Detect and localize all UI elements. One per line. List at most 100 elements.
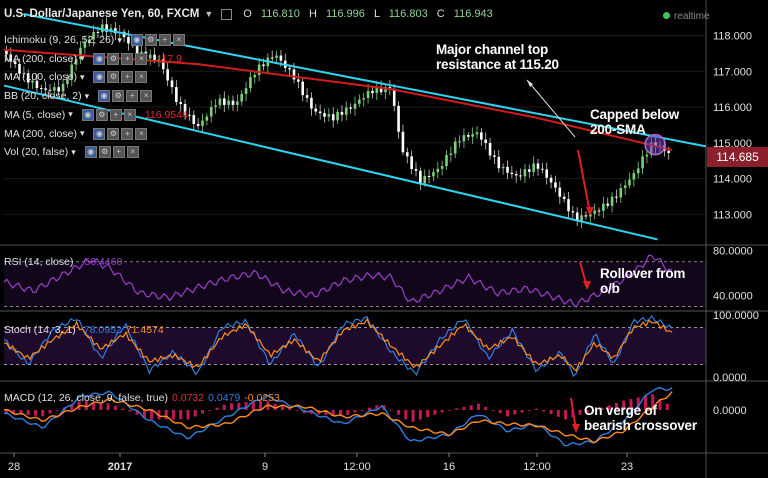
settings-icon[interactable]: ⚙	[144, 34, 157, 46]
candle-body	[39, 88, 43, 90]
macd-tick-label: 0.0000	[713, 405, 747, 417]
add-icon[interactable]: +	[121, 52, 134, 65]
add-icon[interactable]: +	[158, 34, 171, 46]
price-down-arrow-shaft	[577, 149, 591, 214]
candle-body	[432, 172, 435, 177]
macd-histogram-bar	[244, 402, 248, 410]
macd-histogram-bar	[447, 410, 451, 411]
close-icon[interactable]: ×	[140, 90, 153, 103]
indicator-row[interactable]: MA (200, close) ▾ ◉ ⚙ + ×	[4, 127, 148, 140]
macd-histogram-bar	[33, 410, 37, 416]
candle-body	[297, 79, 300, 82]
candle-body	[427, 175, 431, 177]
candle-body	[305, 95, 309, 98]
macd-histogram-bar	[564, 410, 568, 420]
add-icon[interactable]: +	[121, 71, 134, 84]
indicator-row[interactable]: BB (20, close, 2) ▾ ◉ ⚙ + ×	[4, 90, 153, 103]
macd-label[interactable]: MACD (12, 26, close, 9, false, true) 0.07…	[4, 392, 280, 404]
chevron-down-icon[interactable]: ▾	[117, 34, 122, 45]
candle-body	[262, 64, 265, 67]
close-icon[interactable]: ×	[135, 52, 148, 65]
indicator-row[interactable]: MA (200, close) ▾ ◉ ⚙ + × 117.9	[4, 52, 182, 65]
add-icon[interactable]: +	[121, 127, 134, 140]
settings-icon[interactable]: ⚙	[98, 146, 111, 159]
candle-body	[22, 73, 26, 75]
chevron-down-icon[interactable]: ▾	[68, 109, 73, 120]
candle-body	[66, 79, 69, 84]
indicator-row[interactable]: MA (5, close) ▾ ◉ ⚙ + × 116.9544	[4, 108, 188, 121]
open-value: 116.810	[260, 8, 300, 20]
macd-histogram-bar	[556, 410, 560, 417]
candle-body	[109, 28, 113, 32]
settings-icon[interactable]: ⚙	[107, 71, 120, 84]
close-icon[interactable]: ×	[135, 127, 148, 140]
indicator-tools: ◉ ⚙ + ×	[84, 146, 139, 159]
candle-body	[105, 24, 108, 32]
close-icon[interactable]: ×	[172, 34, 185, 46]
candle-body	[205, 116, 209, 121]
macd-histogram-bar	[128, 410, 132, 412]
chevron-down-icon[interactable]: ▾	[79, 128, 85, 138]
indicator-row[interactable]: Vol (20, false) ▾ ◉ ⚙ + ×	[4, 146, 139, 159]
stoch-label[interactable]: Stoch (14, 3, 1) 78.0952 71.4574	[4, 324, 164, 336]
settings-icon[interactable]: ⚙	[95, 108, 108, 121]
macd-histogram-bar	[462, 406, 466, 410]
macd-histogram-bar	[658, 398, 662, 410]
eye-icon[interactable]: ◉	[93, 52, 106, 65]
candle-body	[5, 49, 8, 55]
candle-body	[645, 154, 649, 157]
rsi-label[interactable]: RSI (14, close) 56.4460	[4, 256, 123, 268]
stoch-tick-label: 0.0000	[713, 372, 747, 384]
add-icon[interactable]: +	[109, 108, 122, 121]
close-icon[interactable]: ×	[123, 108, 136, 121]
candle-body	[196, 124, 200, 126]
macd-histogram-bar	[549, 410, 553, 415]
macd-histogram-bar	[113, 405, 117, 410]
macd-histogram-bar	[259, 400, 263, 410]
eye-icon[interactable]: ◉	[93, 71, 106, 84]
add-icon[interactable]: +	[112, 146, 125, 159]
close-icon[interactable]: ×	[135, 71, 148, 84]
macd-histogram-bar	[164, 410, 168, 420]
settings-icon[interactable]: ⚙	[112, 90, 125, 103]
chevron-down-icon[interactable]: ▾	[84, 90, 90, 101]
live-dot-icon	[663, 12, 670, 19]
add-icon[interactable]: +	[126, 90, 139, 103]
eye-icon[interactable]: ◉	[93, 127, 106, 140]
settings-icon[interactable]: ⚙	[107, 52, 120, 65]
chevron-down-icon[interactable]: ▾	[79, 71, 85, 82]
candle-body	[222, 98, 226, 105]
candle-body	[314, 108, 318, 112]
indicator-row[interactable]: MA (100, close) ▾ ◉ ⚙ + ×	[4, 71, 148, 84]
macd-histogram-bar	[273, 403, 277, 410]
macd-histogram-bar	[607, 405, 611, 410]
indicator-row[interactable]: Ichimoku (9, 26, 52, 26) ▾ ◉ ⚙ + ×	[4, 34, 185, 46]
close-icon[interactable]: ×	[126, 146, 139, 159]
candle-body	[331, 114, 335, 121]
price-down-arrow-head	[586, 207, 594, 216]
candle-body	[445, 155, 448, 167]
symbol-dropdown-icon[interactable]: ▼	[204, 9, 214, 19]
candle-body	[227, 100, 230, 105]
eye-icon[interactable]: ◉	[130, 34, 143, 46]
settings-icon[interactable]: ⚙	[107, 127, 120, 140]
candle-body	[100, 24, 104, 33]
annotation-pointer-head	[527, 80, 533, 87]
macd-histogram-bar	[208, 410, 212, 411]
symbol-title[interactable]: U.S. Dollar/Japanese Yen, 60, FXCM	[4, 8, 200, 20]
chevron-down-icon[interactable]: ▾	[71, 146, 76, 157]
eye-icon[interactable]: ◉	[84, 146, 97, 159]
macd-histogram-bar	[324, 410, 328, 415]
candle-body	[493, 155, 496, 157]
eye-icon[interactable]: ◉	[98, 90, 111, 103]
price-tick-label: 116.000	[713, 102, 752, 114]
eye-icon[interactable]: ◉	[81, 108, 94, 121]
candle-body	[183, 104, 187, 115]
chevron-down-icon[interactable]: ▾	[79, 53, 85, 64]
candle-body	[96, 31, 100, 33]
candle-body	[275, 55, 278, 58]
settings-icon[interactable]	[221, 8, 233, 20]
candle-body	[87, 39, 91, 43]
macd-histogram-bar	[99, 402, 103, 410]
